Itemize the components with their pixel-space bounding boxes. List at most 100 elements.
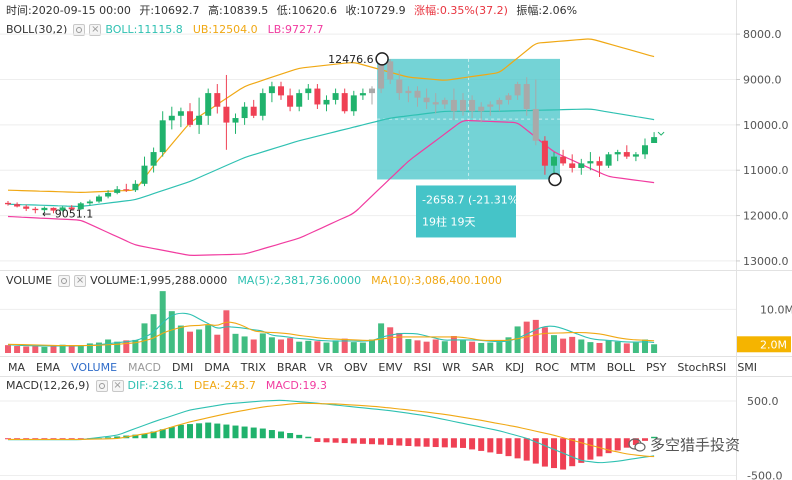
macd-histogram-bar bbox=[259, 428, 266, 439]
candle-body bbox=[305, 88, 312, 94]
macd-histogram-bar bbox=[487, 438, 494, 453]
close-icon[interactable]: × bbox=[89, 24, 102, 36]
tab-roc[interactable]: ROC bbox=[535, 360, 560, 374]
settings-icon[interactable] bbox=[58, 275, 71, 287]
tab-ma[interactable]: MA bbox=[8, 360, 26, 374]
tab-psy[interactable]: PSY bbox=[646, 360, 667, 374]
volume-bar bbox=[478, 342, 485, 353]
candle bbox=[86, 199, 93, 206]
macd-indicator-name: MACD(12,26,9) bbox=[6, 379, 90, 392]
macd-histogram-bar bbox=[432, 438, 439, 448]
tab-trix[interactable]: TRIX bbox=[240, 360, 266, 374]
macd-histogram-bar bbox=[241, 426, 248, 439]
candle bbox=[5, 201, 11, 206]
volume-bar bbox=[141, 323, 148, 353]
candle-body bbox=[141, 165, 148, 184]
macd-histogram-bar bbox=[505, 438, 512, 457]
candle bbox=[323, 95, 330, 112]
price-panel bbox=[5, 38, 665, 257]
tab-smi[interactable]: SMI bbox=[737, 360, 758, 374]
volume-bar bbox=[177, 325, 184, 353]
macd-histogram-bar bbox=[141, 433, 148, 439]
price-axis: 13000.0 12000.0 11000.0 10000.0 9000.0 8000.0… bbox=[736, 28, 792, 480]
macd-histogram-bar bbox=[232, 425, 239, 439]
candle-body bbox=[642, 145, 648, 155]
tab-emv[interactable]: EMV bbox=[378, 360, 403, 374]
price-tick-label: 12000.0 bbox=[743, 210, 789, 223]
candle-body bbox=[332, 93, 339, 100]
tab-brar[interactable]: BRAR bbox=[276, 360, 307, 374]
candle-body bbox=[441, 99, 448, 105]
settings-icon[interactable] bbox=[95, 380, 108, 392]
candle bbox=[587, 152, 594, 171]
macd-histogram-bar bbox=[614, 438, 621, 451]
macd-histogram-bar bbox=[59, 438, 66, 440]
volume-bar bbox=[423, 341, 430, 353]
tab-wr[interactable]: WR bbox=[442, 360, 461, 374]
candle bbox=[177, 107, 184, 128]
macd-histogram-bar bbox=[396, 438, 403, 446]
macd-histogram-bar bbox=[278, 431, 284, 439]
candle bbox=[232, 113, 239, 134]
tab-ema[interactable]: EMA bbox=[36, 360, 60, 374]
close-icon[interactable]: × bbox=[111, 380, 124, 392]
volume-bar bbox=[105, 339, 112, 353]
candle bbox=[105, 190, 112, 199]
candle bbox=[59, 206, 66, 212]
macd-histogram-bar bbox=[387, 438, 394, 446]
macd-indicator-row: MACD(12,26,9) × DIF:-236.1 DEA:-245.7 MA… bbox=[6, 378, 337, 394]
macd-dif-line bbox=[8, 399, 655, 464]
settings-icon[interactable] bbox=[73, 24, 86, 36]
candle bbox=[132, 180, 139, 192]
tab-rsi[interactable]: RSI bbox=[413, 360, 432, 374]
price-tick-label: 13000.0 bbox=[743, 255, 789, 268]
high-label: 高:10839.5 bbox=[208, 4, 269, 17]
volume-bar bbox=[278, 339, 284, 353]
candle-body bbox=[478, 106, 485, 112]
candle bbox=[141, 156, 148, 187]
boll-upper-band bbox=[7, 38, 655, 193]
candle bbox=[496, 97, 503, 112]
candle bbox=[32, 206, 39, 214]
candle bbox=[423, 88, 430, 109]
candle-body bbox=[287, 95, 294, 107]
macd-histogram-bar bbox=[68, 438, 75, 440]
candle bbox=[396, 70, 403, 100]
macd-histogram-bar bbox=[378, 438, 385, 445]
close-icon[interactable]: × bbox=[74, 275, 87, 287]
volume-bar bbox=[41, 346, 48, 353]
volume-bar bbox=[614, 341, 621, 353]
candle bbox=[359, 88, 366, 100]
tab-dmi[interactable]: DMI bbox=[172, 360, 194, 374]
candle-body bbox=[496, 99, 503, 105]
macd-histogram-bar bbox=[405, 438, 412, 446]
candle-body bbox=[59, 207, 66, 211]
macd-histogram-bar bbox=[214, 423, 221, 439]
tab-dma[interactable]: DMA bbox=[204, 360, 230, 374]
tab-obv[interactable]: OBV bbox=[344, 360, 368, 374]
candle-body bbox=[41, 207, 48, 211]
high-price-label: 12476.6 bbox=[328, 53, 374, 66]
tab-volume[interactable]: VOLUME bbox=[70, 360, 118, 374]
tab-kdj[interactable]: KDJ bbox=[505, 360, 525, 374]
volume-bar bbox=[323, 342, 330, 353]
tab-vr[interactable]: VR bbox=[317, 360, 333, 374]
time-label: 时间:2020-09-15 00:00 bbox=[6, 4, 131, 17]
candle-body bbox=[177, 111, 184, 116]
volume-bar bbox=[68, 346, 75, 353]
candle-body bbox=[68, 207, 75, 210]
tab-sar[interactable]: SAR bbox=[471, 360, 495, 374]
tab-boll[interactable]: BOLL bbox=[606, 360, 636, 374]
tab-macd[interactable]: MACD bbox=[128, 360, 162, 374]
volume-bar bbox=[23, 346, 30, 353]
price-tick-label: 9000.0 bbox=[743, 74, 782, 87]
macd-histogram-bar bbox=[287, 433, 294, 439]
candle bbox=[414, 86, 421, 107]
close-label: 收:10729.9 bbox=[345, 4, 406, 17]
tab-mtm[interactable]: MTM bbox=[570, 360, 596, 374]
tab-stochrsi[interactable]: StochRSI bbox=[677, 360, 727, 374]
macd-histogram-bar bbox=[623, 438, 630, 448]
volume-bar bbox=[223, 310, 230, 353]
macd-histogram-bar bbox=[441, 438, 448, 448]
